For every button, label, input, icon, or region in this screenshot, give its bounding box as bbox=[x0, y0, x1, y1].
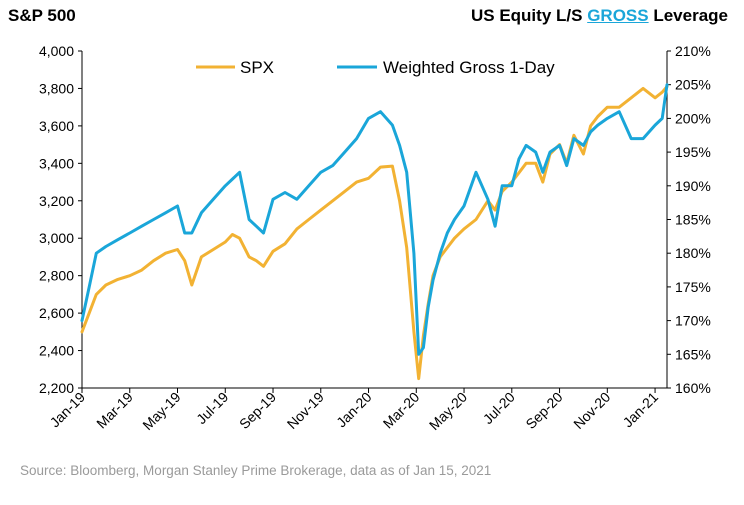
x-tick-label: Jan-21 bbox=[620, 389, 662, 431]
y-right-tick-label: 170% bbox=[675, 313, 711, 329]
x-tick-label: Nov-20 bbox=[570, 389, 613, 432]
y-left-tick-label: 2,800 bbox=[39, 268, 74, 284]
source-note: Source: Bloomberg, Morgan Stanley Prime … bbox=[20, 463, 492, 478]
y-right-tick-label: 190% bbox=[675, 178, 711, 194]
x-tick-label: Mar-19 bbox=[93, 389, 136, 432]
chart-title-highlight: GROSS bbox=[587, 6, 649, 25]
x-tick-label: Jul-19 bbox=[193, 389, 231, 427]
chart-title: US Equity L/S GROSS Leverage bbox=[471, 6, 728, 26]
x-tick-label: May-19 bbox=[139, 389, 183, 433]
legend-label-spx: SPX bbox=[240, 58, 274, 77]
y-right-tick-label: 205% bbox=[675, 77, 711, 93]
y-left-tick-label: 3,800 bbox=[39, 80, 74, 96]
x-tick-label: Nov-19 bbox=[284, 389, 327, 432]
gross-series-line bbox=[80, 83, 669, 356]
y-left-tick-label: 2,600 bbox=[39, 305, 74, 321]
x-tick-label: May-20 bbox=[426, 389, 470, 433]
y-right-tick-label: 175% bbox=[675, 279, 711, 295]
y-right-tick-label: 210% bbox=[675, 43, 711, 59]
chart-title-suffix: Leverage bbox=[653, 6, 728, 25]
y-left-tick-label: 4,000 bbox=[39, 43, 74, 59]
left-axis-title: S&P 500 bbox=[8, 6, 76, 25]
x-tick-label: Jul-20 bbox=[480, 389, 518, 427]
y-right-tick-label: 160% bbox=[675, 380, 711, 396]
y-right-tick-label: 200% bbox=[675, 110, 711, 126]
spx-series-line bbox=[80, 85, 669, 381]
legend-label-gross: Weighted Gross 1-Day bbox=[383, 58, 555, 77]
x-tick-label: Sep-19 bbox=[236, 389, 279, 432]
chart-title-prefix: US Equity L/S bbox=[470, 6, 583, 25]
y-left-tick-label: 3,600 bbox=[39, 118, 74, 134]
y-right-tick-label: 195% bbox=[675, 144, 711, 160]
x-tick-label: Jan-20 bbox=[333, 389, 375, 431]
y-left-tick-label: 2,200 bbox=[39, 380, 74, 396]
y-right-tick-label: 180% bbox=[675, 245, 711, 261]
y-left-tick-label: 3,200 bbox=[39, 193, 74, 209]
y-left-tick-label: 2,400 bbox=[39, 343, 74, 359]
y-left-tick-label: 3,400 bbox=[39, 155, 74, 171]
y-right-tick-label: 185% bbox=[675, 212, 711, 228]
x-tick-label: Sep-20 bbox=[522, 389, 565, 432]
y-right-tick-label: 165% bbox=[675, 346, 711, 362]
x-tick-label: Mar-20 bbox=[380, 389, 423, 432]
y-left-tick-label: 3,000 bbox=[39, 230, 74, 246]
